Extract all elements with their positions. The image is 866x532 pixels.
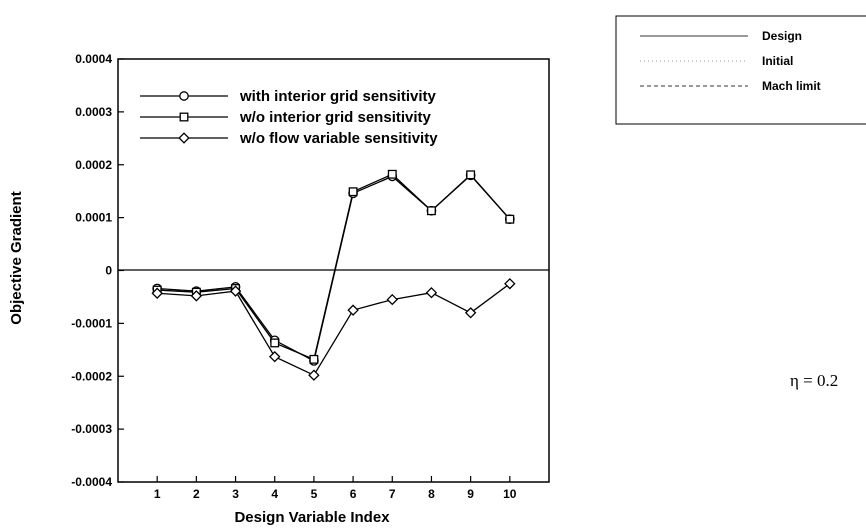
data-point-diamond (190, 290, 203, 302)
y-axis-label: Objective Gradient (8, 191, 25, 324)
x-axis-ticks: 1 2 3 4 5 6 7 8 9 10 (154, 476, 517, 501)
data-point-diamond (151, 287, 163, 299)
series-line (157, 283, 511, 377)
eta-label: η = 0.2 (790, 371, 838, 390)
y-tick-label: -0.0004 (71, 475, 112, 489)
data-point-square (505, 214, 515, 224)
legend-label: with interior grid sensitivity (239, 88, 437, 105)
data-point-square (270, 338, 280, 348)
y-axis-ticks: 0.0004 0.0003 0.0002 0.0001 0 -0.0001 -0.0002 -… (71, 52, 124, 489)
side-legend-label: Design (762, 29, 802, 43)
data-point-diamond (229, 285, 242, 297)
x-tick-label: 9 (467, 487, 474, 501)
y-tick-label: 0 (105, 264, 112, 278)
y-tick-label: 0.0002 (75, 158, 112, 172)
side-legend-label: Initial (762, 54, 793, 68)
data-point-square (348, 187, 358, 197)
series-line (157, 174, 511, 362)
side-legend-box (615, 15, 866, 125)
x-tick-label: 2 (193, 487, 200, 501)
side-legend: Design Initial Mach limit (640, 29, 821, 93)
y-tick-label: 0.0003 (75, 105, 112, 119)
data-point-square (427, 206, 436, 216)
side-legend-label: Mach limit (762, 79, 821, 93)
x-tick-label: 4 (271, 487, 278, 501)
chart-legend: with interior grid sensitivity w/o interi… (140, 88, 438, 147)
y-tick-label: 0.0004 (75, 52, 112, 66)
data-point-square (179, 112, 189, 122)
series-layer (151, 169, 516, 381)
legend-label: w/o flow variable sensitivity (239, 130, 438, 147)
data-point-diamond (308, 369, 320, 381)
data-point-diamond (386, 293, 398, 306)
legend-label: w/o interior grid sensitivity (239, 109, 432, 126)
x-tick-label: 8 (428, 487, 435, 501)
data-point-diamond (464, 307, 477, 319)
data-point-square (309, 354, 319, 364)
x-tick-label: 7 (389, 487, 396, 501)
x-tick-label: 10 (503, 487, 517, 501)
data-point-diamond (425, 286, 438, 299)
x-tick-label: 5 (311, 487, 318, 501)
data-point-square (387, 169, 397, 179)
data-point-diamond (269, 350, 281, 363)
series-line (157, 173, 511, 361)
x-axis-label: Design Variable Index (234, 509, 390, 526)
x-tick-label: 6 (350, 487, 357, 501)
data-point-square (466, 170, 476, 180)
x-tick-label: 3 (232, 487, 239, 501)
y-tick-label: -0.0001 (71, 316, 112, 330)
y-tick-label: -0.0003 (71, 422, 112, 436)
data-point-circle (179, 91, 189, 101)
data-point-diamond (347, 304, 359, 316)
data-point-diamond (178, 132, 190, 144)
data-point-diamond (504, 277, 516, 290)
x-tick-label: 1 (154, 487, 161, 501)
y-tick-label: 0.0001 (75, 211, 112, 225)
y-tick-label: -0.0002 (71, 369, 112, 383)
